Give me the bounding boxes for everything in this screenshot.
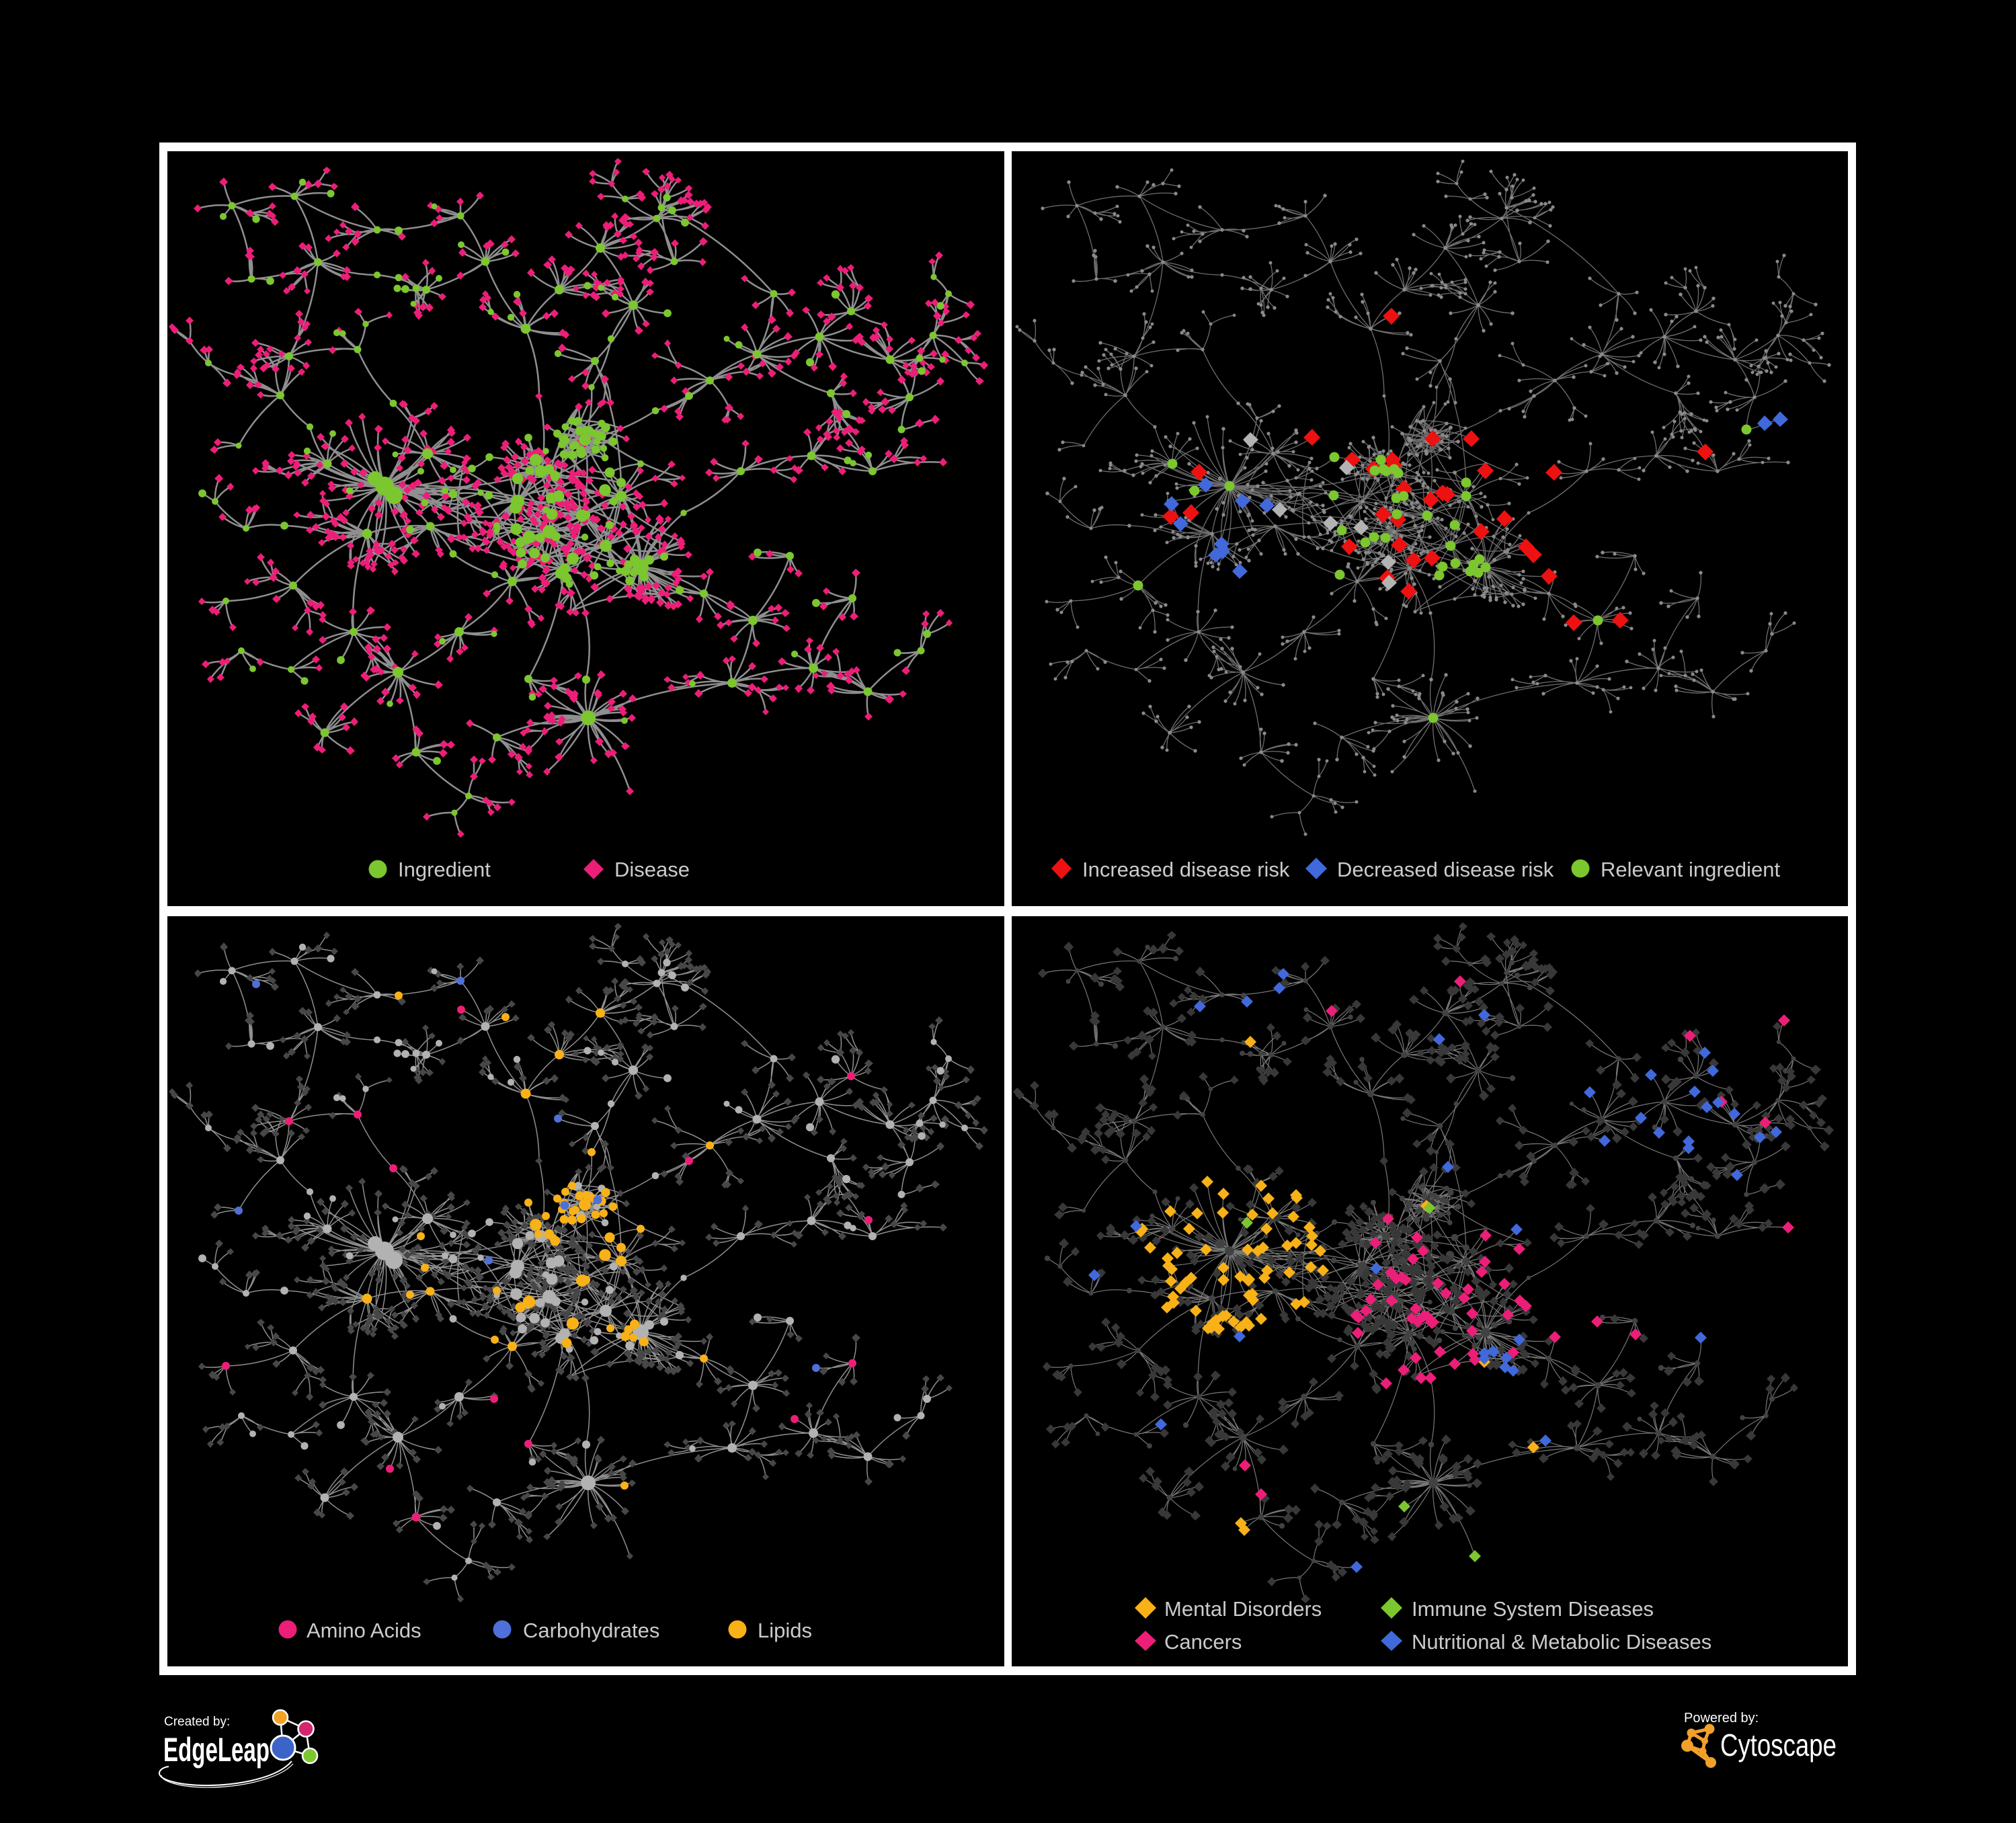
- svg-text:Decreased disease risk: Decreased disease risk: [1337, 858, 1554, 881]
- svg-text:Powered by:: Powered by:: [1684, 1711, 1759, 1726]
- svg-text:EdgeLeap: EdgeLeap: [163, 1731, 270, 1769]
- svg-text:Ingredient: Ingredient: [398, 858, 491, 881]
- svg-text:Relevant ingredient: Relevant ingredient: [1601, 858, 1781, 881]
- svg-text:Amino Acids: Amino Acids: [307, 1619, 421, 1642]
- svg-text:Immune System Diseases: Immune System Diseases: [1412, 1597, 1654, 1621]
- svg-text:Nutritional & Metabolic Diseas: Nutritional & Metabolic Diseases: [1412, 1630, 1711, 1654]
- svg-text:Cytoscape: Cytoscape: [1720, 1728, 1837, 1763]
- svg-text:Disease: Disease: [614, 858, 690, 881]
- svg-text:Lipids: Lipids: [758, 1619, 812, 1642]
- svg-text:Increased disease risk: Increased disease risk: [1082, 858, 1290, 881]
- svg-text:Carbohydrates: Carbohydrates: [523, 1619, 659, 1642]
- svg-text:Mental Disorders: Mental Disorders: [1164, 1597, 1322, 1621]
- svg-text:Cancers: Cancers: [1164, 1630, 1242, 1654]
- svg-text:Created by:: Created by:: [164, 1715, 230, 1729]
